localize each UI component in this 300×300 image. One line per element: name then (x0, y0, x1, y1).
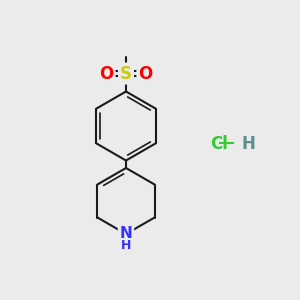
Text: O: O (138, 64, 153, 82)
Text: H: H (242, 135, 255, 153)
Text: Cl: Cl (210, 135, 228, 153)
Text: N: N (120, 226, 132, 242)
Text: O: O (99, 64, 114, 82)
Text: S: S (120, 64, 132, 82)
Text: H: H (121, 239, 131, 252)
